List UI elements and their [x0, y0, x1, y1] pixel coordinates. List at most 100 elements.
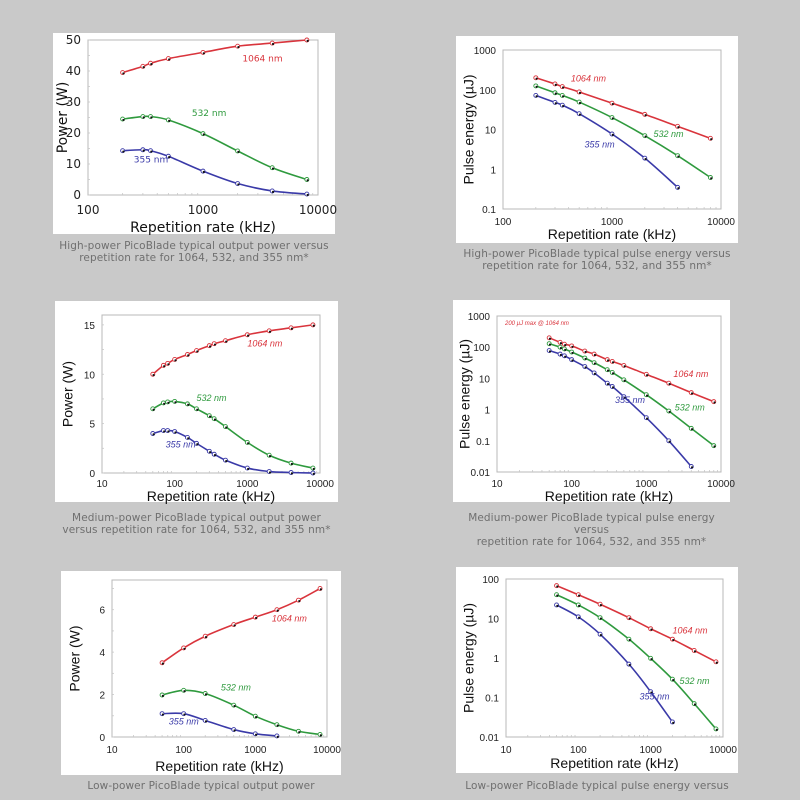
- data-point-marker: [715, 661, 718, 664]
- x-tick-label: 10: [106, 745, 118, 756]
- data-point-marker: [233, 704, 236, 708]
- chart-svg: 100 1000 10000 0 10 20 30 40 50 Repetition rate (…: [55, 33, 337, 236]
- data-point-marker: [163, 402, 166, 405]
- data-point-marker: [209, 415, 212, 418]
- series-line-532-nm: [535, 85, 711, 179]
- data-point-marker: [559, 353, 563, 357]
- data-point-marker: [183, 647, 186, 650]
- data-point-marker: [163, 365, 166, 368]
- data-point-marker: [312, 324, 315, 327]
- y-tick-label: 10: [66, 157, 81, 171]
- y-tick-label: 0.01: [471, 468, 491, 479]
- data-point-marker: [562, 95, 565, 98]
- x-tick-label: 10: [491, 479, 503, 490]
- data-point-marker: [319, 588, 322, 591]
- data-point-marker: [611, 102, 614, 106]
- data-point-marker: [276, 609, 279, 612]
- data-point-marker: [225, 459, 228, 463]
- data-point-marker: [668, 383, 671, 386]
- data-point-marker: [237, 150, 240, 153]
- data-point-marker: [271, 190, 275, 193]
- series-label-532-nm: 532 nm: [679, 676, 710, 686]
- data-point-marker: [255, 733, 258, 736]
- data-point-marker: [268, 330, 272, 333]
- series-label-355-nm: 355 nm: [639, 691, 670, 701]
- data-point-marker: [650, 628, 653, 631]
- data-point-marker: [196, 443, 199, 446]
- data-point-marker: [559, 342, 563, 345]
- x-tick-label: 1000: [244, 745, 267, 756]
- data-point-marker: [606, 359, 610, 362]
- caption-medium-power-output: Medium-power PicoBlade typical output po…: [55, 512, 338, 536]
- data-point-marker: [202, 52, 205, 55]
- data-point-marker: [628, 617, 631, 620]
- data-point-marker: [233, 624, 236, 627]
- y-tick-label: 1: [490, 165, 496, 176]
- chart-annotation: 200 µJ max @ 1064 nm: [504, 321, 569, 327]
- data-point-marker: [247, 467, 250, 471]
- data-point-marker: [187, 403, 190, 406]
- data-point-marker: [611, 372, 615, 375]
- series-label-1064-nm: 1064 nm: [673, 369, 709, 379]
- data-point-marker: [306, 179, 309, 182]
- data-point-marker: [668, 440, 671, 443]
- data-point-marker: [628, 638, 631, 642]
- data-point-marker: [290, 472, 293, 475]
- y-tick-label: 0: [73, 188, 81, 202]
- series-label-1064-nm: 1064 nm: [247, 339, 283, 349]
- data-point-marker: [611, 361, 615, 364]
- chart-low-power-energy: 10 100 1000 10000 0.01 0.1 1 10 100 Repetition ra…: [456, 567, 738, 773]
- data-point-marker: [611, 386, 615, 389]
- data-point-marker: [202, 170, 205, 174]
- data-point-marker: [677, 187, 680, 190]
- series-line-532-nm: [556, 593, 717, 730]
- data-point-marker: [213, 343, 217, 346]
- y-tick-label: 10: [84, 370, 96, 381]
- x-tick-label: 100: [570, 745, 587, 756]
- data-point-marker: [578, 616, 581, 619]
- data-point-marker: [578, 91, 582, 94]
- data-point-marker: [306, 193, 309, 197]
- caption-low-power-energy: Low-power PicoBlade typical pulse energy…: [456, 780, 738, 792]
- series-label-355-nm: 355 nm: [615, 395, 646, 405]
- data-point-marker: [204, 636, 208, 639]
- x-tick-label: 100: [175, 745, 192, 756]
- data-point-marker: [644, 157, 647, 161]
- x-tick-label: 1000: [188, 203, 219, 217]
- chart-high-power-output: 100 1000 10000 0 10 20 30 40 50 Repetition rate (…: [53, 33, 337, 236]
- caption-line: Medium-power PicoBlade typical pulse ene…: [468, 512, 715, 536]
- series-label-1064-nm: 1064 nm: [571, 74, 607, 84]
- data-point-marker: [255, 716, 258, 719]
- data-point-marker: [644, 114, 647, 117]
- caption-line: repetition rate for 1064, 532, and 355 n…: [79, 252, 309, 264]
- data-point-marker: [535, 95, 538, 98]
- data-point-marker: [225, 340, 228, 343]
- caption-line: High-power PicoBlade typical output powe…: [59, 240, 329, 252]
- chart-high-power-energy: 100 1000 10000 0.1 1 10 100 1000 Repetition rate…: [456, 36, 738, 243]
- data-point-marker: [556, 604, 559, 607]
- data-point-marker: [646, 374, 649, 377]
- chart-svg: 10 100 1000 10000 0 5 10 15 Repetition rate (kHz…: [60, 314, 334, 504]
- data-point-marker: [710, 177, 713, 180]
- caption-medium-power-energy: Medium-power PicoBlade typical pulse ene…: [453, 512, 730, 548]
- data-point-marker: [593, 372, 597, 375]
- chart-svg: 10 100 1000 10000 0 2 4 6 Repetition rate (kHz) P…: [67, 579, 341, 774]
- y-tick-label: 2: [99, 691, 105, 702]
- data-point-marker: [247, 334, 250, 337]
- x-tick-label: 10000: [313, 745, 341, 756]
- x-tick-label: 100: [495, 217, 512, 228]
- series-line-532-nm: [161, 689, 321, 736]
- data-point-marker: [312, 467, 315, 471]
- caption-high-power-energy: High-power PicoBlade typical pulse energ…: [456, 248, 738, 272]
- data-point-marker: [142, 116, 145, 119]
- data-point-marker: [122, 150, 125, 153]
- data-point-marker: [562, 86, 565, 89]
- data-point-marker: [183, 713, 186, 716]
- data-point-marker: [209, 345, 212, 348]
- x-axis-label: Repetition rate (kHz): [147, 488, 275, 504]
- data-point-marker: [710, 138, 713, 141]
- data-point-marker: [564, 348, 567, 351]
- data-point-marker: [690, 428, 694, 431]
- data-point-marker: [167, 430, 170, 433]
